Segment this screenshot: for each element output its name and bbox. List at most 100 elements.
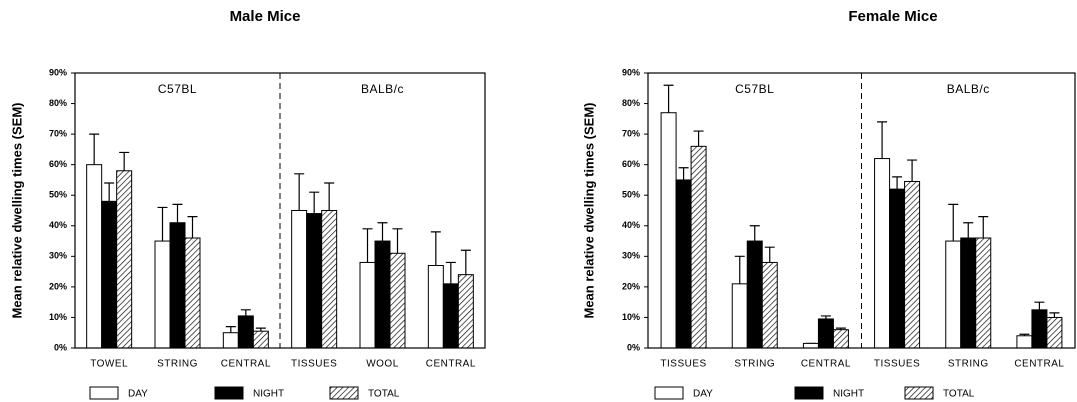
error-bar <box>225 326 236 333</box>
bar <box>660 112 677 349</box>
y-tick-label: 0% <box>627 342 640 352</box>
bar <box>690 145 707 349</box>
bar <box>374 240 391 349</box>
x-tick-label: CENTRAL <box>221 359 271 370</box>
y-tick-label: 40% <box>622 220 640 230</box>
x-tick-label: CENTRAL <box>426 359 476 370</box>
y-tick-label: 60% <box>622 159 640 169</box>
bar <box>442 283 459 349</box>
error-bar <box>948 203 959 242</box>
bar <box>1016 335 1033 349</box>
bar <box>975 237 992 349</box>
bar <box>802 342 819 349</box>
bar <box>457 274 474 349</box>
x-tick-label: TISSUES <box>660 359 706 370</box>
error-bar <box>764 246 775 263</box>
y-tick-label: 0% <box>54 342 67 352</box>
plot-frame <box>647 72 1076 349</box>
y-tick-label: 90% <box>49 67 67 77</box>
x-tick-label: CENTRAL <box>801 359 851 370</box>
error-bar <box>963 222 974 238</box>
x-tick-label: TISSUES <box>874 359 920 370</box>
bar <box>154 240 171 349</box>
error-bar <box>663 84 674 113</box>
group-label: C57BL <box>158 82 197 96</box>
bar <box>169 222 186 349</box>
group-label: BALB/c <box>947 82 990 96</box>
error-bar <box>377 222 388 242</box>
bar <box>86 164 103 349</box>
bar <box>252 330 269 349</box>
y-tick-label: 70% <box>49 128 67 138</box>
y-tick-label: 10% <box>49 312 67 322</box>
error-bar <box>678 167 689 180</box>
y-tick-label: 80% <box>49 98 67 108</box>
bar <box>321 210 338 349</box>
y-tick-label: 50% <box>49 190 67 200</box>
bar <box>832 329 849 349</box>
legend-label: DAY <box>128 389 148 400</box>
error-bar <box>877 121 888 159</box>
bar <box>237 315 254 349</box>
bar <box>184 237 201 349</box>
x-tick-label: TISSUES <box>291 359 337 370</box>
bar <box>101 200 118 349</box>
error-bar <box>89 133 100 165</box>
error-bar <box>430 231 441 266</box>
legend-label: NIGHT <box>833 389 864 400</box>
group-label: C57BL <box>735 82 774 96</box>
bar <box>1031 309 1048 349</box>
error-bar <box>820 315 831 319</box>
y-tick-label: 40% <box>49 220 67 230</box>
bar <box>817 318 834 349</box>
error-bar <box>693 130 704 147</box>
error-bar <box>172 203 183 223</box>
legend-swatch <box>654 386 684 400</box>
x-tick-label: TOWEL <box>90 359 128 370</box>
bar <box>874 158 891 349</box>
y-tick-label: 20% <box>622 281 640 291</box>
legend-label: NIGHT <box>253 389 284 400</box>
error-bar <box>460 249 471 275</box>
y-tick-label: 20% <box>49 281 67 291</box>
bar <box>675 179 692 349</box>
error-bar <box>892 176 903 190</box>
error-bar <box>734 255 745 284</box>
error-bar <box>294 173 305 211</box>
legend-swatch <box>214 386 244 400</box>
error-bar <box>255 327 266 332</box>
error-bar <box>157 206 168 242</box>
group-label: BALB/c <box>361 82 404 96</box>
error-bar <box>240 309 251 316</box>
legend-label: TOTAL <box>368 389 400 400</box>
error-bar <box>362 228 373 263</box>
bar <box>389 252 406 349</box>
legend-swatch <box>794 386 824 400</box>
y-tick-label: 90% <box>622 67 640 77</box>
error-bar <box>309 191 320 214</box>
error-bar <box>907 159 918 182</box>
error-bar <box>1034 301 1045 310</box>
bar <box>1046 316 1063 349</box>
y-tick-label: 50% <box>622 190 640 200</box>
bar <box>761 261 778 349</box>
legend-label: TOTAL <box>943 389 975 400</box>
bar <box>359 261 376 349</box>
bar <box>904 180 921 349</box>
y-axis-label: Mean relative dwelling times (SEM) <box>581 103 596 319</box>
chart-title: Female Mice <box>848 8 937 25</box>
y-tick-label: 30% <box>49 251 67 261</box>
y-tick-label: 70% <box>622 128 640 138</box>
x-tick-label: WOOL <box>366 359 399 370</box>
x-tick-label: STRING <box>734 359 775 370</box>
bar <box>291 210 308 349</box>
plot-frame <box>74 72 486 349</box>
legend-swatch <box>904 386 934 400</box>
x-tick-label: STRING <box>948 359 989 370</box>
y-tick-label: 80% <box>622 98 640 108</box>
error-bar <box>324 182 335 211</box>
legend-label: DAY <box>693 389 713 400</box>
error-bar <box>978 216 989 238</box>
bar <box>116 170 133 349</box>
bar <box>889 188 906 349</box>
